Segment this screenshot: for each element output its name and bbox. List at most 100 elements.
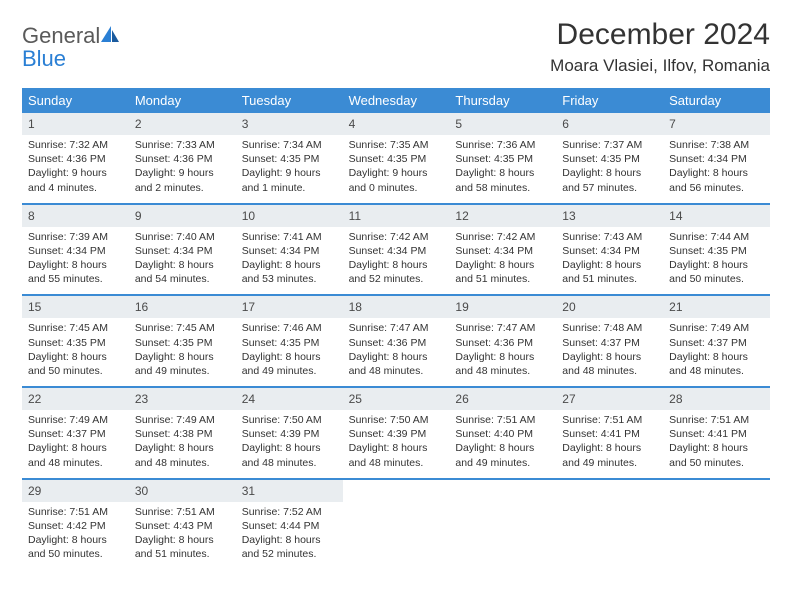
daylight-line: Daylight: 8 hours and 55 minutes. bbox=[28, 258, 123, 286]
sunset-line: Sunset: 4:35 PM bbox=[242, 152, 337, 166]
day-info: Sunrise: 7:45 AMSunset: 4:35 PMDaylight:… bbox=[129, 321, 236, 378]
day-number: 21 bbox=[663, 296, 770, 318]
daylight-line: Daylight: 8 hours and 58 minutes. bbox=[455, 166, 550, 194]
sunrise-line: Sunrise: 7:50 AM bbox=[349, 413, 444, 427]
sunrise-line: Sunrise: 7:49 AM bbox=[669, 321, 764, 335]
daylight-line: Daylight: 8 hours and 48 minutes. bbox=[455, 350, 550, 378]
day-number: 19 bbox=[449, 296, 556, 318]
daylight-line: Daylight: 8 hours and 48 minutes. bbox=[28, 441, 123, 469]
day-cell: 12 Sunrise: 7:42 AMSunset: 4:34 PMDayligh… bbox=[449, 205, 556, 295]
sunrise-line: Sunrise: 7:42 AM bbox=[455, 230, 550, 244]
sunrise-line: Sunrise: 7:43 AM bbox=[562, 230, 657, 244]
day-info: Sunrise: 7:46 AMSunset: 4:35 PMDaylight:… bbox=[236, 321, 343, 378]
daylight-line: Daylight: 8 hours and 48 minutes. bbox=[349, 441, 444, 469]
sunset-line: Sunset: 4:40 PM bbox=[455, 427, 550, 441]
day-info: Sunrise: 7:44 AMSunset: 4:35 PMDaylight:… bbox=[663, 230, 770, 287]
day-cell: 17Sunrise: 7:46 AMSunset: 4:35 PMDayligh… bbox=[236, 296, 343, 386]
day-number: 26 bbox=[449, 388, 556, 410]
sunset-line: Sunset: 4:41 PM bbox=[562, 427, 657, 441]
day-cell: 5Sunrise: 7:36 AMSunset: 4:35 PMDaylight… bbox=[449, 113, 556, 203]
daylight-line: Daylight: 8 hours and 52 minutes. bbox=[242, 533, 337, 561]
day-number: 14 bbox=[663, 205, 770, 227]
sunset-line: Sunset: 4:37 PM bbox=[669, 336, 764, 350]
day-number: 12 bbox=[449, 205, 556, 227]
weekday-header-row: SundayMondayTuesdayWednesdayThursdayFrid… bbox=[22, 88, 770, 113]
day-number: 7 bbox=[663, 113, 770, 135]
day-cell: 27Sunrise: 7:51 AMSunset: 4:41 PMDayligh… bbox=[556, 388, 663, 478]
day-info: Sunrise: 7:34 AMSunset: 4:35 PMDaylight:… bbox=[236, 138, 343, 195]
sunset-line: Sunset: 4:34 PM bbox=[669, 152, 764, 166]
day-number: 28 bbox=[663, 388, 770, 410]
day-info: Sunrise: 7:35 AMSunset: 4:35 PMDaylight:… bbox=[343, 138, 450, 195]
daylight-line: Daylight: 8 hours and 48 minutes. bbox=[349, 350, 444, 378]
sunrise-line: Sunrise: 7:36 AM bbox=[455, 138, 550, 152]
sunset-line: Sunset: 4:35 PM bbox=[28, 336, 123, 350]
sunrise-line: Sunrise: 7:42 AM bbox=[349, 230, 444, 244]
week-row: 15Sunrise: 7:45 AMSunset: 4:35 PMDayligh… bbox=[22, 296, 770, 388]
weekday-label: Friday bbox=[556, 88, 663, 113]
day-number: 1 bbox=[22, 113, 129, 135]
calendar: SundayMondayTuesdayWednesdayThursdayFrid… bbox=[22, 88, 770, 569]
sunrise-line: Sunrise: 7:45 AM bbox=[28, 321, 123, 335]
daylight-line: Daylight: 8 hours and 50 minutes. bbox=[28, 350, 123, 378]
week-row: 8Sunrise: 7:39 AMSunset: 4:34 PMDaylight… bbox=[22, 205, 770, 297]
day-info: Sunrise: 7:50 AMSunset: 4:39 PMDaylight:… bbox=[236, 413, 343, 470]
day-cell: 29Sunrise: 7:51 AMSunset: 4:42 PMDayligh… bbox=[22, 480, 129, 570]
day-info: Sunrise: 7:47 AMSunset: 4:36 PMDaylight:… bbox=[449, 321, 556, 378]
day-cell: 10 Sunrise: 7:41 AMSunset: 4:34 PMDayligh… bbox=[236, 205, 343, 295]
sunset-line: Sunset: 4:35 PM bbox=[669, 244, 764, 258]
weekday-label: Wednesday bbox=[343, 88, 450, 113]
daylight-line: Daylight: 8 hours and 51 minutes. bbox=[455, 258, 550, 286]
day-number: 4 bbox=[343, 113, 450, 135]
sunrise-line: Sunrise: 7:34 AM bbox=[242, 138, 337, 152]
day-cell: 6Sunrise: 7:37 AMSunset: 4:35 PMDaylight… bbox=[556, 113, 663, 203]
sunset-line: Sunset: 4:36 PM bbox=[28, 152, 123, 166]
weekday-label: Monday bbox=[129, 88, 236, 113]
sunrise-line: Sunrise: 7:40 AM bbox=[135, 230, 230, 244]
month-title: December 2024 bbox=[550, 18, 770, 52]
sunrise-line: Sunrise: 7:35 AM bbox=[349, 138, 444, 152]
daylight-line: Daylight: 8 hours and 52 minutes. bbox=[349, 258, 444, 286]
day-info: Sunrise: 7:42 AMSunset: 4:34 PMDaylight:… bbox=[449, 230, 556, 287]
sunset-line: Sunset: 4:37 PM bbox=[562, 336, 657, 350]
sunset-line: Sunset: 4:42 PM bbox=[28, 519, 123, 533]
day-number: 10 bbox=[236, 205, 343, 227]
day-info: Sunrise: 7:45 AMSunset: 4:35 PMDaylight:… bbox=[22, 321, 129, 378]
sunset-line: Sunset: 4:43 PM bbox=[135, 519, 230, 533]
daylight-line: Daylight: 8 hours and 49 minutes. bbox=[455, 441, 550, 469]
sunrise-line: Sunrise: 7:44 AM bbox=[669, 230, 764, 244]
daylight-line: Daylight: 8 hours and 49 minutes. bbox=[242, 350, 337, 378]
day-cell: 18Sunrise: 7:47 AMSunset: 4:36 PMDayligh… bbox=[343, 296, 450, 386]
sunrise-line: Sunrise: 7:46 AM bbox=[242, 321, 337, 335]
day-cell bbox=[663, 480, 770, 570]
sunset-line: Sunset: 4:35 PM bbox=[349, 152, 444, 166]
sunset-line: Sunset: 4:41 PM bbox=[669, 427, 764, 441]
sunset-line: Sunset: 4:34 PM bbox=[242, 244, 337, 258]
header: GeneralBlue December 2024 Moara Vlasiei,… bbox=[22, 18, 770, 78]
sunrise-line: Sunrise: 7:51 AM bbox=[28, 505, 123, 519]
sunset-line: Sunset: 4:39 PM bbox=[349, 427, 444, 441]
sunrise-line: Sunrise: 7:32 AM bbox=[28, 138, 123, 152]
day-info: Sunrise: 7:41 AMSunset: 4:34 PMDaylight:… bbox=[236, 230, 343, 287]
sunset-line: Sunset: 4:35 PM bbox=[242, 336, 337, 350]
day-info: Sunrise: 7:38 AMSunset: 4:34 PMDaylight:… bbox=[663, 138, 770, 195]
weekday-label: Thursday bbox=[449, 88, 556, 113]
day-info: Sunrise: 7:48 AMSunset: 4:37 PMDaylight:… bbox=[556, 321, 663, 378]
daylight-line: Daylight: 8 hours and 53 minutes. bbox=[242, 258, 337, 286]
day-cell: 3Sunrise: 7:34 AMSunset: 4:35 PMDaylight… bbox=[236, 113, 343, 203]
day-cell: 15Sunrise: 7:45 AMSunset: 4:35 PMDayligh… bbox=[22, 296, 129, 386]
sunset-line: Sunset: 4:34 PM bbox=[349, 244, 444, 258]
day-cell: 1Sunrise: 7:32 AMSunset: 4:36 PMDaylight… bbox=[22, 113, 129, 203]
day-info: Sunrise: 7:39 AMSunset: 4:34 PMDaylight:… bbox=[22, 230, 129, 287]
sunset-line: Sunset: 4:44 PM bbox=[242, 519, 337, 533]
day-info: Sunrise: 7:49 AMSunset: 4:38 PMDaylight:… bbox=[129, 413, 236, 470]
daylight-line: Daylight: 8 hours and 51 minutes. bbox=[135, 533, 230, 561]
sunset-line: Sunset: 4:34 PM bbox=[28, 244, 123, 258]
day-cell: 8Sunrise: 7:39 AMSunset: 4:34 PMDaylight… bbox=[22, 205, 129, 295]
daylight-line: Daylight: 8 hours and 51 minutes. bbox=[562, 258, 657, 286]
day-number: 29 bbox=[22, 480, 129, 502]
sunrise-line: Sunrise: 7:52 AM bbox=[242, 505, 337, 519]
daylight-line: Daylight: 8 hours and 49 minutes. bbox=[562, 441, 657, 469]
day-cell: 9Sunrise: 7:40 AMSunset: 4:34 PMDaylight… bbox=[129, 205, 236, 295]
day-info: Sunrise: 7:49 AMSunset: 4:37 PMDaylight:… bbox=[22, 413, 129, 470]
